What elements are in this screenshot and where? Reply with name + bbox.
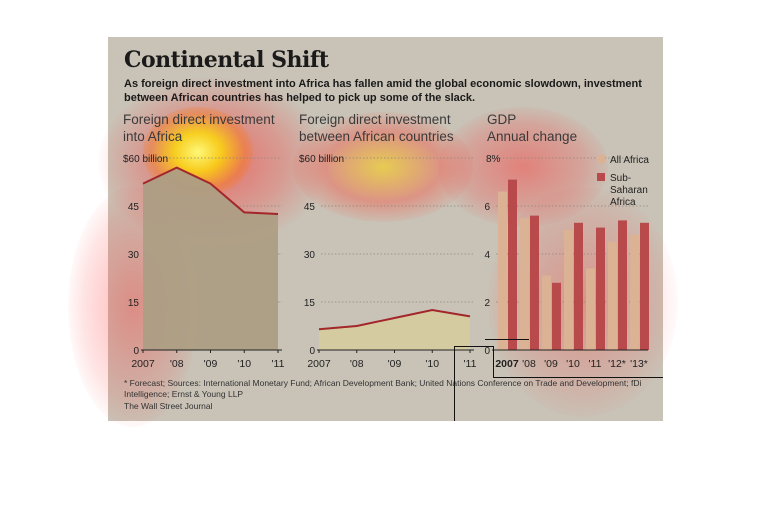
bar-subsaharan-1 [530, 215, 539, 350]
bar-all-africa-5 [608, 242, 617, 350]
chart-panel: 0 15 30 45 $60 billion 2007'08'09'10'11 0 15 30 4… [68, 37, 678, 427]
legend-label-0-0: All Africa [610, 155, 649, 166]
panel1-ytick-0: 0 [133, 346, 139, 357]
panel1-xtick-1: '08 [170, 358, 184, 370]
panel1-xtick-4: '11 [272, 358, 285, 370]
panel3-title-line-1: GDP [487, 112, 517, 127]
panel2-xtick-2: '09 [388, 358, 402, 370]
bar-all-africa-6 [630, 234, 639, 350]
panel3-xtick-2: '09 [544, 358, 558, 370]
panel3-xtick-3: '10 [566, 358, 580, 370]
panel3-ytick-1: 2 [484, 298, 490, 309]
legend-swatch-0 [597, 155, 605, 163]
bar-all-africa-0 [498, 191, 507, 350]
chart-subtitle: As foreign direct investment into Africa… [124, 78, 642, 104]
panel1-title-line-1: Foreign direct investment [123, 112, 275, 127]
bar-all-africa-3 [564, 230, 573, 350]
panel1-title-line-2: into Africa [123, 129, 183, 144]
bar-subsaharan-5 [618, 220, 627, 350]
panel2-ytick-2: 30 [304, 250, 316, 261]
panel2-title-line-2: between African countries [299, 129, 454, 144]
bar-subsaharan-2 [552, 282, 561, 350]
overlay-line-5 [493, 377, 663, 378]
bar-all-africa-2 [542, 275, 551, 350]
panel3-title: GDP Annual change [487, 111, 577, 145]
credit: The Wall Street Journal [124, 401, 213, 411]
panel1-ytick-3: 45 [128, 202, 140, 213]
panel2-line [318, 308, 471, 331]
panel2-title-line-1: Foreign direct investment [299, 112, 451, 127]
legend-label-1-0: Sub- [610, 173, 631, 184]
panel2-xtick-3: '10 [425, 358, 439, 370]
legend-swatch-1 [597, 173, 605, 181]
panel1-xtick-2: '09 [204, 358, 218, 370]
overlay-line-3 [454, 346, 494, 347]
panel2-ytick-1: 15 [304, 298, 316, 309]
panel2-ytick-4: $60 billion [299, 154, 344, 165]
legend-label-1-1: Saharan [610, 185, 648, 196]
panel1-line [142, 166, 279, 215]
bar-all-africa-1 [520, 218, 529, 350]
panel3-ytick-3: 6 [484, 202, 490, 213]
panel2-ytick-0: 0 [309, 346, 315, 357]
panel1-ytick-2: 30 [128, 250, 140, 261]
overlay-line-2 [454, 346, 455, 421]
panel1-xtick-3: '10 [237, 358, 251, 370]
overlay-line-1 [485, 339, 529, 340]
panel3-ytick-2: 4 [484, 250, 490, 261]
panel1-title: Foreign direct investment into Africa [123, 111, 275, 145]
panel1-ytick-4: $60 billion [123, 154, 168, 165]
bar-subsaharan-3 [574, 222, 583, 350]
bar-subsaharan-6 [640, 222, 649, 350]
panel1-ytick-1: 15 [128, 298, 140, 309]
panel3-title-line-2: Annual change [487, 129, 578, 144]
panel2-xtick-0: 2007 [307, 358, 331, 370]
panel2-xtick-4: '11 [464, 358, 477, 370]
bar-all-africa-4 [586, 268, 595, 350]
panel3-xtick-4: '11 [589, 358, 602, 370]
panel3-xtick-0: 2007 [495, 358, 519, 370]
panel2-xtick-1: '08 [350, 358, 364, 370]
panel3-xtick-1: '08 [522, 358, 536, 370]
panel3-ytick-4: 8% [486, 154, 501, 165]
panel2-ytick-3: 45 [304, 202, 316, 213]
legend-label-1-2: Africa [610, 197, 636, 208]
panel3-ytick-0: 0 [484, 346, 490, 357]
panel3-xtick-5: '12* [608, 358, 626, 370]
overlay-line-4 [493, 346, 494, 378]
panel3-xtick-6: '13* [630, 358, 648, 370]
bar-subsaharan-0 [508, 179, 517, 350]
panel2-area [319, 310, 470, 350]
bar-subsaharan-4 [596, 227, 605, 350]
panel1-area [143, 167, 278, 350]
panel2-title: Foreign direct investment between Africa… [299, 111, 454, 145]
footnote: * Forecast; Sources: International Monet… [124, 378, 642, 399]
chart-title: Continental Shift [124, 47, 329, 73]
panel1-xtick-0: 2007 [131, 358, 155, 370]
